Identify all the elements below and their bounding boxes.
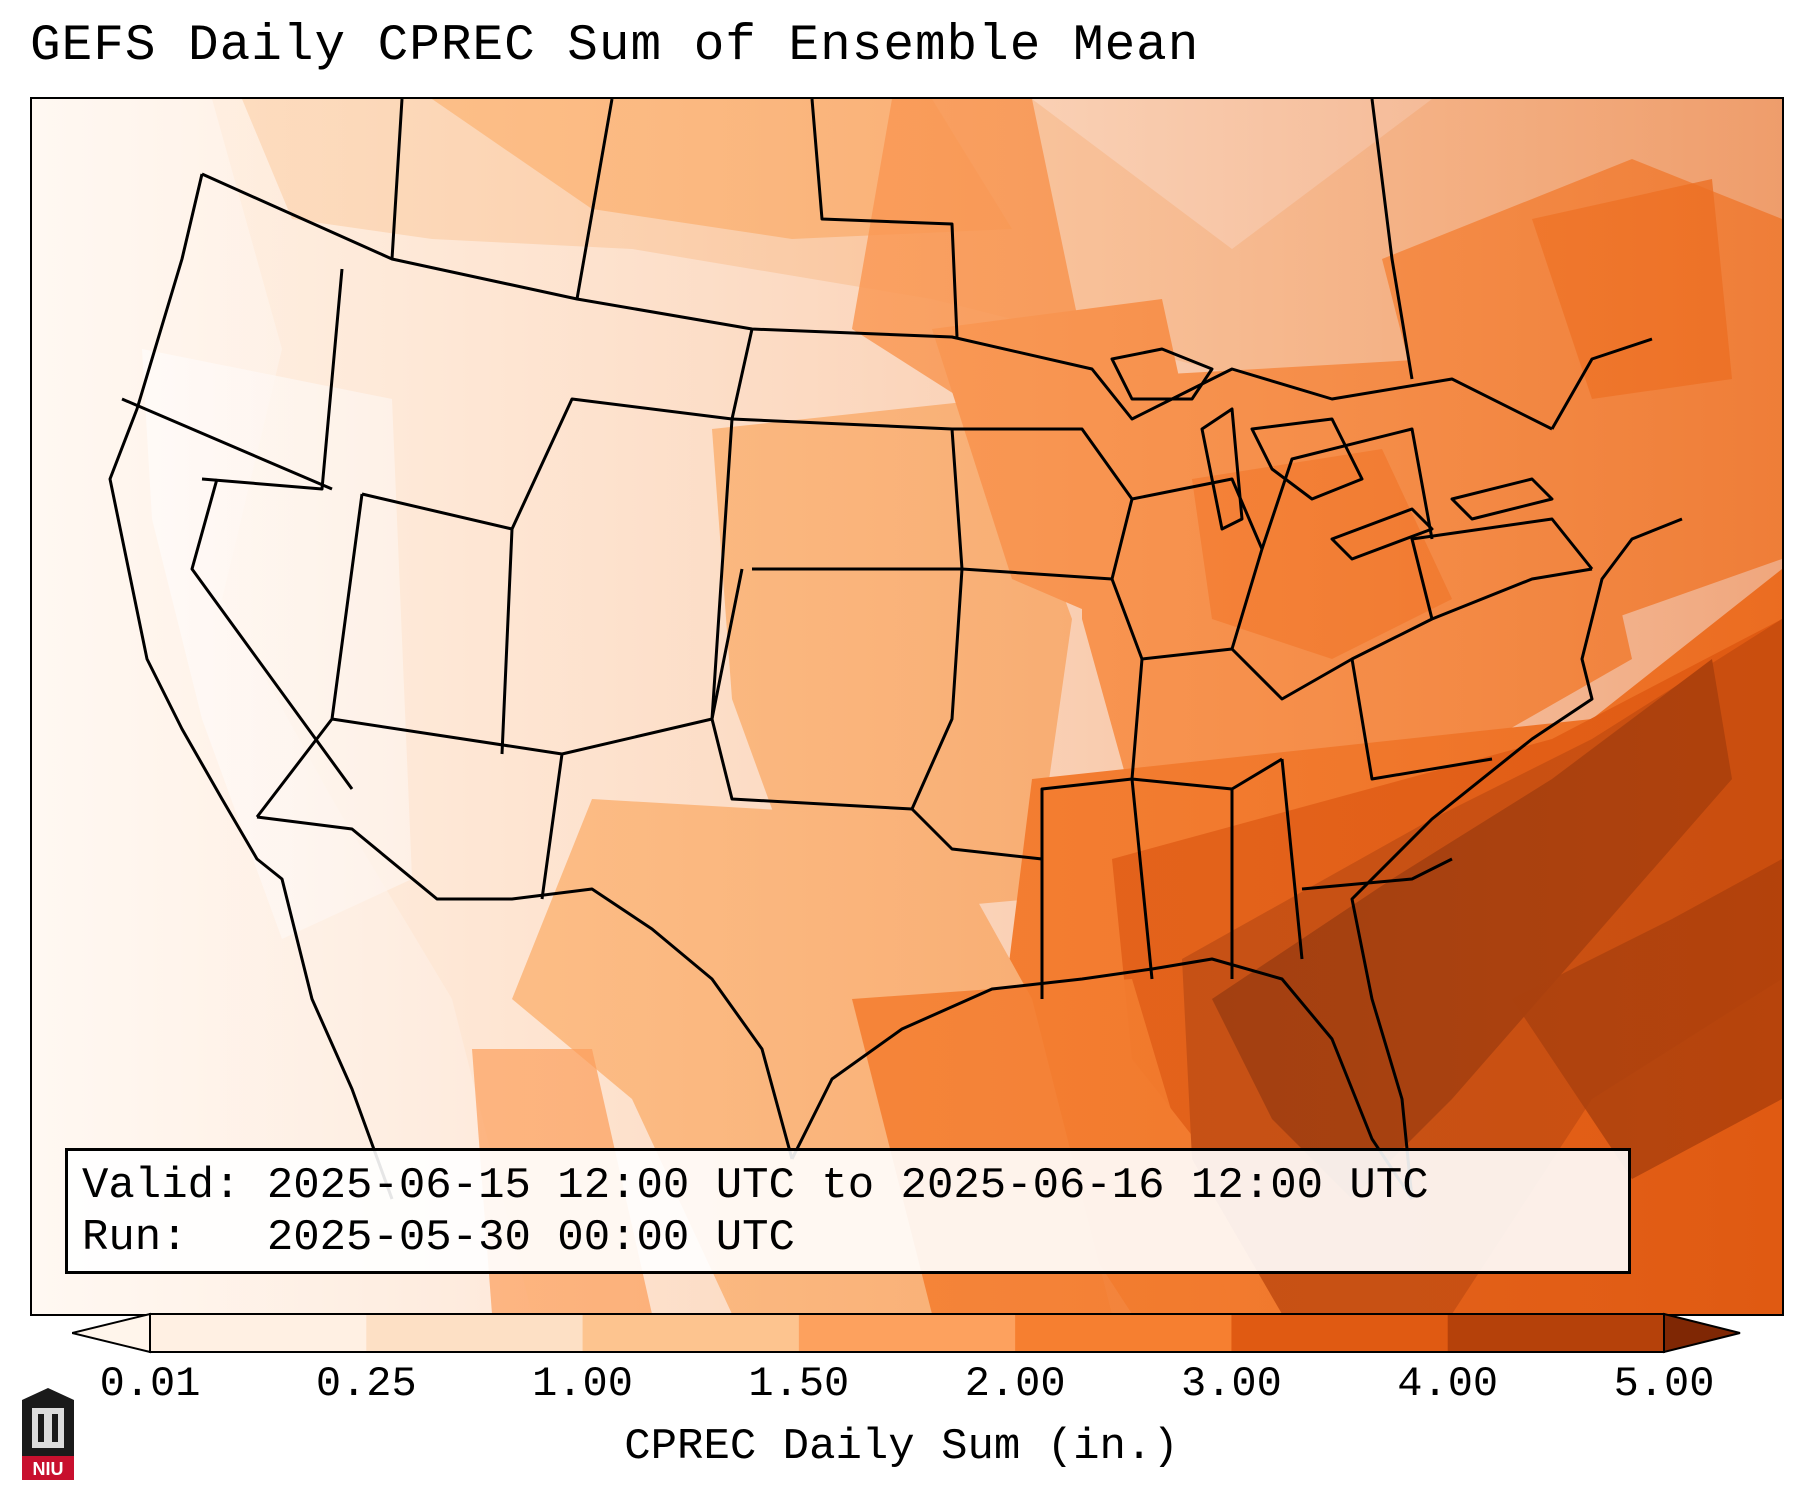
valid-label: Valid: [82, 1161, 241, 1211]
run-line: Run: 2025-05-30 00:00 UTC [82, 1213, 795, 1263]
map-title: GEFS Daily CPREC Sum of Ensemble Mean [30, 18, 1200, 75]
valid-run-info-box: Valid: 2025-06-15 12:00 UTC to 2025-06-1… [65, 1148, 1631, 1274]
colorbar-tick-label: 2.00 [964, 1360, 1066, 1408]
colorbar-under-extend [71, 1312, 151, 1354]
colorbar-segment [582, 1314, 800, 1352]
valid-value: 2025-06-15 12:00 UTC to 2025-06-16 12:00… [266, 1161, 1429, 1211]
colorbar-tick-label: 0.25 [315, 1360, 417, 1408]
colorbar-tick-label: 0.01 [99, 1360, 201, 1408]
valid-line: Valid: 2025-06-15 12:00 UTC to 2025-06-1… [82, 1161, 1429, 1211]
colorbar-segment [1015, 1314, 1232, 1352]
boundary-lines [108, 99, 1683, 1200]
colorbar-tick-label: 1.50 [748, 1360, 850, 1408]
colorbar-graphic [71, 1312, 1741, 1354]
colorbar-segment [1447, 1314, 1665, 1352]
colorbar-over-extend [1663, 1312, 1741, 1354]
colorbar-tick-label: 1.00 [532, 1360, 633, 1408]
precipitation-map [30, 97, 1784, 1316]
colorbar [71, 1312, 1742, 1359]
colorbar-segment [366, 1314, 584, 1352]
run-value: 2025-05-30 00:00 UTC [266, 1213, 795, 1263]
niu-logo-text: NIU [33, 1459, 64, 1479]
colorbar-segment [150, 1314, 367, 1352]
niu-logo: NIU [18, 1386, 78, 1482]
precip-shading [32, 99, 1782, 1314]
map-canvas [32, 99, 1782, 1314]
colorbar-segment [1231, 1314, 1449, 1352]
colorbar-segment [798, 1314, 1016, 1352]
colorbar-frame [149, 1313, 1665, 1353]
run-label: Run: [82, 1213, 241, 1263]
colorbar-tick-label: 3.00 [1181, 1360, 1282, 1408]
colorbar-label: CPREC Daily Sum (in.) [624, 1422, 1179, 1472]
colorbar-tick-label: 4.00 [1397, 1360, 1499, 1408]
colorbar-tick-label: 5.00 [1613, 1360, 1715, 1408]
